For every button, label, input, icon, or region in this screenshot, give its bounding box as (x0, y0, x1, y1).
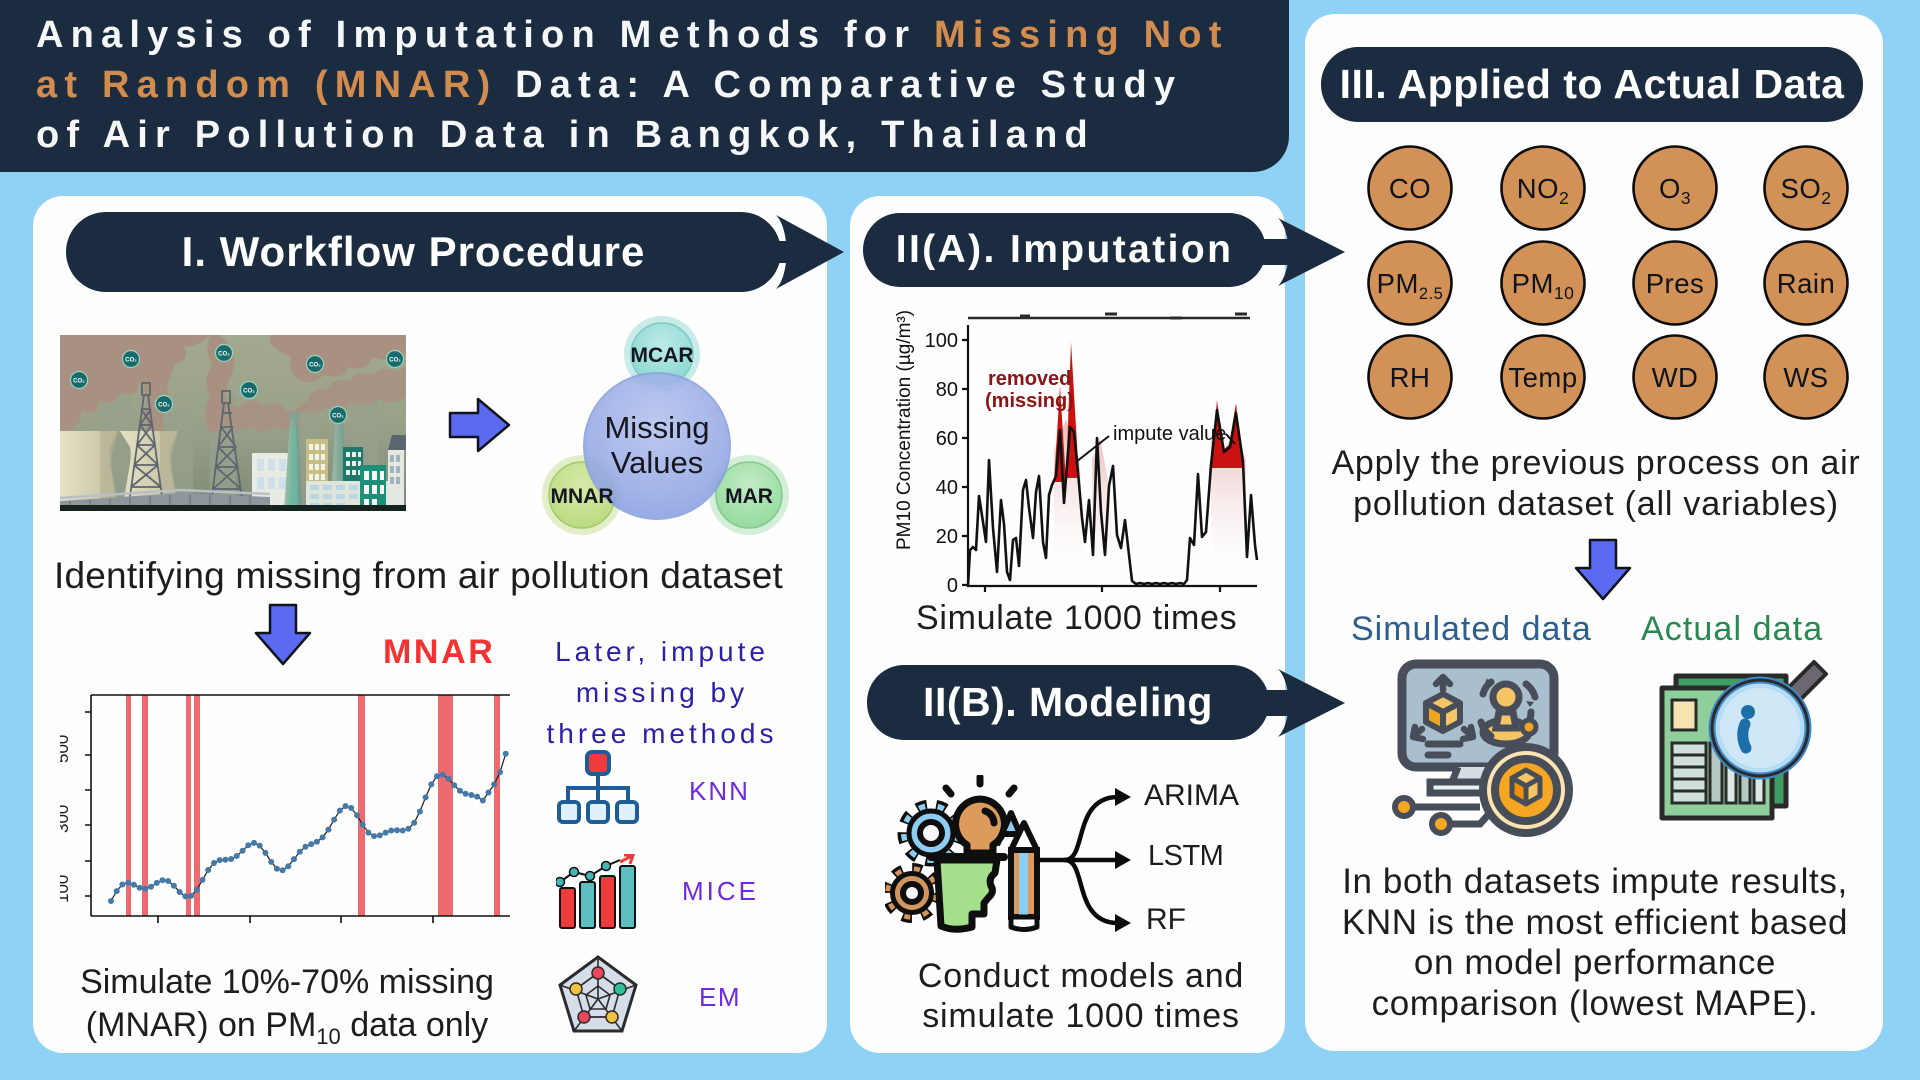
svg-text:WS: WS (1783, 362, 1828, 393)
svg-text:MAR: MAR (725, 485, 773, 508)
svg-text:100: 100 (60, 875, 72, 903)
svg-text:RH: RH (1390, 362, 1431, 393)
svg-text:60: 60 (936, 428, 958, 450)
svg-text:CO₂: CO₂ (158, 403, 170, 409)
svg-text:MNAR: MNAR (551, 485, 614, 508)
svg-text:(missing): (missing) (985, 390, 1074, 412)
svg-text:removed: removed (988, 368, 1071, 390)
svg-text:CO: CO (1389, 173, 1431, 204)
svg-text:Pres: Pres (1646, 268, 1705, 299)
svg-text:CO₂: CO₂ (218, 352, 230, 358)
svg-text:100: 100 (925, 330, 958, 352)
svg-text:impute value: impute value (1113, 423, 1226, 445)
svg-text:Missing: Missing (604, 410, 709, 445)
svg-text:WD: WD (1652, 362, 1699, 393)
svg-text:CO₂: CO₂ (243, 389, 255, 395)
svg-text:300: 300 (60, 805, 72, 833)
svg-text:CO₂: CO₂ (309, 363, 321, 369)
svg-text:20: 20 (936, 526, 958, 548)
svg-text:CO₂: CO₂ (389, 358, 401, 364)
svg-text:80: 80 (936, 379, 958, 401)
svg-text:PM10 Concentration (µg/m³): PM10 Concentration (µg/m³) (894, 310, 915, 550)
svg-text:Temp: Temp (1508, 362, 1577, 393)
svg-text:500: 500 (60, 735, 72, 763)
svg-text:CO₂: CO₂ (332, 414, 344, 420)
svg-text:Values: Values (611, 445, 704, 480)
svg-text:MCAR: MCAR (631, 344, 694, 367)
svg-text:CO₂: CO₂ (73, 379, 85, 385)
svg-text:O3: O3 (1659, 173, 1691, 208)
svg-text:Rain: Rain (1777, 268, 1836, 299)
svg-text:0: 0 (947, 575, 958, 597)
svg-text:40: 40 (936, 477, 958, 499)
svg-text:CO₂: CO₂ (125, 358, 137, 364)
